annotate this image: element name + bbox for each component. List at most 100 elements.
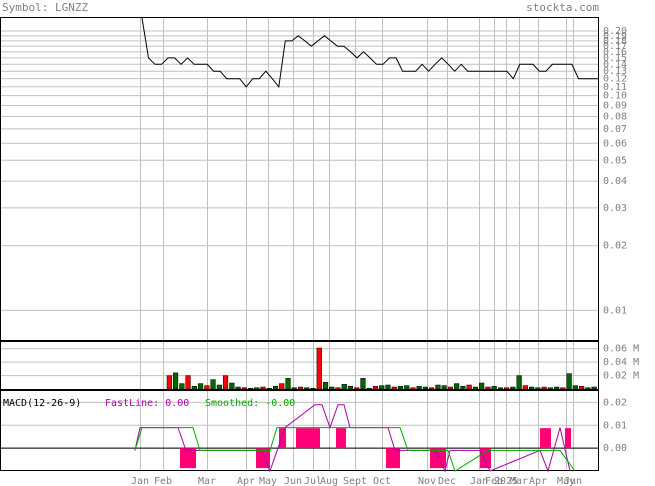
volume-bar xyxy=(322,382,329,390)
volume-bar xyxy=(279,383,285,390)
volume-bar xyxy=(466,384,472,390)
volume-y-ticks: 0.06 M 0.04 M 0.02 M xyxy=(603,344,639,382)
price-y-tick: 0.20 xyxy=(603,26,627,37)
volume-bar xyxy=(191,386,197,390)
volume-bar xyxy=(485,386,491,390)
macd-fast-label: FastLine: 0.00 xyxy=(105,398,189,409)
price-y-tick: 0.01 xyxy=(603,305,627,316)
price-grid xyxy=(0,18,598,341)
volume-bar xyxy=(491,386,497,390)
volume-bar xyxy=(572,385,578,390)
volume-bar xyxy=(435,384,441,390)
site-label: stockta.com xyxy=(526,1,599,14)
volume-bar xyxy=(241,387,247,390)
volume-bar xyxy=(266,388,272,390)
price-frame xyxy=(0,17,599,341)
volume-bar xyxy=(522,385,528,390)
x-tick-label: Apr xyxy=(529,476,547,486)
volume-bar xyxy=(429,387,435,390)
volume-bar xyxy=(372,386,379,390)
price-y-tick: 0.05 xyxy=(603,155,627,166)
x-tick-label: Feb xyxy=(154,476,172,486)
volume-bars xyxy=(166,347,597,390)
macd-y-ticks: 0.02 0.01 0.00 xyxy=(603,397,627,454)
x-tick-label: Aug xyxy=(320,476,338,486)
macd-y-tick: 0.02 xyxy=(603,397,627,408)
x-tick-label: 2025 xyxy=(494,476,518,486)
x-tick-label: Jun xyxy=(564,476,582,486)
price-y-tick: 0.15 xyxy=(603,53,627,64)
price-y-tick: 0.16 xyxy=(603,47,627,58)
price-y-tick: 0.10 xyxy=(603,91,627,102)
volume-bar xyxy=(216,384,222,390)
volume-bar xyxy=(172,372,179,390)
volume-bar xyxy=(229,382,235,390)
x-tick-label: Feb xyxy=(485,476,503,486)
volume-bar xyxy=(447,386,454,390)
x-tick-label: May xyxy=(259,476,277,486)
volume-bar xyxy=(516,375,522,390)
macd-histogram-bar xyxy=(430,448,446,469)
volume-bar xyxy=(454,383,460,390)
macd-histogram-bar xyxy=(386,448,400,469)
volume-bar xyxy=(354,387,360,390)
macd-histogram-bar xyxy=(565,428,571,449)
volume-bar xyxy=(472,386,479,390)
volume-bar xyxy=(304,387,310,390)
volume-bar xyxy=(335,387,341,390)
volume-bar xyxy=(579,386,585,390)
price-y-tick: 0.08 xyxy=(603,111,627,122)
macd-histogram-bar xyxy=(296,428,320,449)
volume-bar xyxy=(535,387,541,390)
macd-histogram-bar xyxy=(180,448,196,469)
volume-bar xyxy=(397,386,404,390)
macd-y-tick: 0.00 xyxy=(603,443,627,454)
macd-panel: 0.02 0.01 0.00 MACD(12-26-9) FastLine: 0.0… xyxy=(0,390,627,473)
volume-bar xyxy=(360,378,366,390)
macd-y-tick: 0.01 xyxy=(603,420,627,431)
volume-bar xyxy=(310,388,316,390)
price-y-tick: 0.04 xyxy=(603,176,627,187)
volume-bar xyxy=(285,378,291,390)
volume-y-tick: 0.06 M xyxy=(603,344,639,355)
macd-histogram-bar xyxy=(480,448,491,469)
macd-histogram-bar xyxy=(279,428,286,449)
volume-bar xyxy=(197,383,204,390)
volume-bar xyxy=(379,385,385,390)
volume-bar xyxy=(366,388,372,390)
x-tick-label: Jan xyxy=(470,476,488,486)
price-y-tick: 0.02 xyxy=(603,241,627,252)
volume-bar xyxy=(297,386,304,390)
volume-bar xyxy=(529,386,535,390)
x-tick-label: Jan xyxy=(131,476,149,486)
volume-bar xyxy=(166,375,172,390)
price-y-tick: 0.17 xyxy=(603,41,627,52)
macd-smoothed-label: Smoothed: -0.00 xyxy=(205,398,295,409)
x-tick-label: Jun xyxy=(284,476,302,486)
volume-bar xyxy=(497,387,504,390)
volume-bar xyxy=(566,373,572,390)
price-y-tick: 0.11 xyxy=(603,82,627,93)
price-y-tick: 0.06 xyxy=(603,138,627,149)
macd-frame xyxy=(0,390,599,471)
x-tick-label: Dec xyxy=(438,476,456,486)
volume-frame xyxy=(0,341,599,390)
price-y-tick: 0.19 xyxy=(603,31,627,42)
price-y-tick: 0.12 xyxy=(603,74,627,85)
volume-bar xyxy=(479,382,485,390)
volume-bar xyxy=(416,386,422,390)
x-tick-label: Oct xyxy=(373,476,391,486)
x-tick-label: Apr xyxy=(237,476,255,486)
volume-bar xyxy=(291,387,297,390)
volume-bar xyxy=(460,386,466,390)
price-y-tick: 0.09 xyxy=(603,100,627,111)
volume-bar xyxy=(316,347,322,390)
volume-bar xyxy=(272,386,279,390)
x-tick-label: Jul xyxy=(304,476,322,486)
macd-label: MACD(12-26-9) xyxy=(3,398,81,409)
price-y-ticks: 0.200.190.180.170.160.150.140.130.120.11… xyxy=(603,26,627,316)
volume-y-tick: 0.02 M xyxy=(603,371,639,382)
volume-bar xyxy=(254,387,260,390)
